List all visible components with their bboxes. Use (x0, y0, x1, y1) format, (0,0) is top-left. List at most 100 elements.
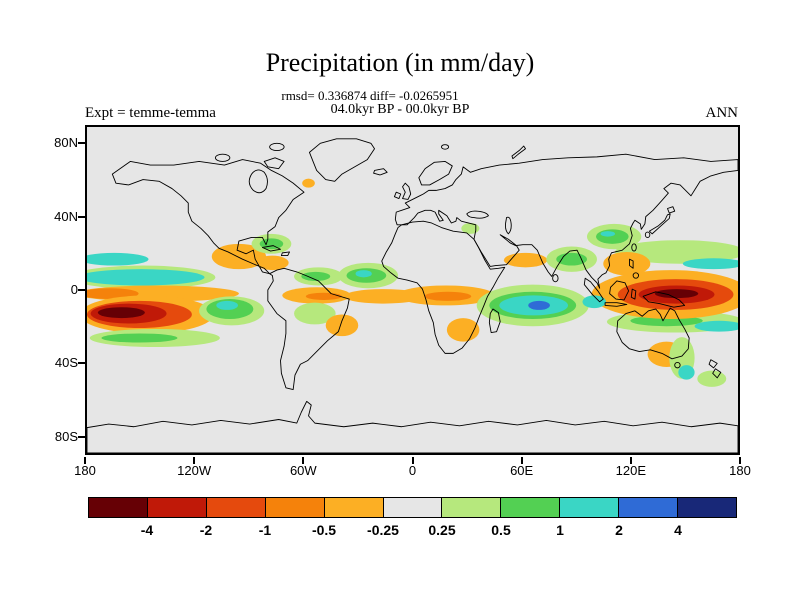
coastline-novaya-zemlya (511, 145, 526, 160)
map-plot (85, 125, 740, 455)
coastline-hudson-bay (248, 169, 268, 194)
anomaly-easia-green (596, 229, 629, 244)
coastline-nz-north (708, 359, 718, 369)
coastline-tasmania (674, 361, 681, 369)
lon-tick-mark (193, 457, 196, 464)
colorbar-segment (382, 498, 442, 517)
anomaly-eq-pacific-red-left (87, 288, 139, 300)
colorbar-segment (89, 498, 147, 517)
coastline-sri-lanka (552, 274, 559, 283)
anomaly-philippines-orange (603, 251, 651, 276)
coastline-luzon (629, 258, 634, 269)
anomaly-greenland-orange (302, 178, 315, 188)
lon-tick-label: 120W (177, 463, 212, 478)
coastline-north-america (111, 159, 305, 275)
anomaly-indian-blue-core (528, 300, 550, 310)
colorbar-label: -0.25 (367, 522, 399, 538)
anomaly-nz-green (697, 370, 727, 387)
lat-tick-mark (78, 142, 85, 145)
lon-tick-mark (411, 457, 414, 464)
coastline-new-guinea (642, 291, 686, 308)
coastline-borneo (609, 280, 630, 301)
coastline-eurasia (394, 153, 738, 289)
coastline-ellesmere (269, 142, 285, 151)
lon-tick-label: 120E (615, 463, 647, 478)
lon-tick-mark (739, 457, 741, 464)
colorbar-segment (146, 498, 206, 517)
anomaly-nbrazil-red (305, 292, 342, 300)
lat-tick-mark (78, 435, 85, 438)
coastline-ireland (393, 191, 402, 199)
coastline-cuba (261, 245, 281, 252)
lat-tick-label: 0 (70, 282, 78, 297)
anomaly-wpacific-cyan-se (694, 320, 738, 332)
coastline-hokkaido (667, 206, 676, 214)
world-map-svg (87, 138, 738, 453)
colorbar-label: -2 (199, 522, 213, 538)
coastline-iceland (373, 168, 388, 176)
colorbar-label: 0.5 (491, 522, 511, 538)
anomaly-sebrazil-orange (325, 314, 359, 337)
lat-tick-label: 80S (54, 428, 78, 444)
coastline-scandinavia (418, 160, 453, 186)
experiment-label: Expt = temme-temma (85, 105, 216, 121)
coastline-greenland (308, 138, 375, 182)
period-line: 04.0kyr BP - 00.0kyr BP (330, 102, 470, 117)
colorbar-segment (205, 498, 265, 517)
colorbar-segment (677, 498, 736, 517)
anomaly-np-cyan-band-2 (87, 269, 205, 286)
lon-tick-label: 0 (408, 463, 417, 478)
colorbar-segment (559, 498, 619, 517)
anomaly-wpacific-maroon (654, 289, 699, 299)
colorbar-label: 0.25 (428, 522, 456, 538)
anomaly-caspian-green (461, 222, 480, 234)
anomaly-atlantic-cyan (355, 270, 372, 278)
anomaly-spacific-green-core (101, 333, 178, 343)
coastline-layer (87, 138, 738, 453)
anomaly-wpacific-cyan-ne (682, 258, 738, 270)
coastline-madagascar (488, 308, 501, 334)
anomaly-easia-cyan (600, 231, 616, 237)
anomaly-caribbean-orange (256, 255, 289, 271)
anomaly-layer (87, 178, 738, 387)
coastline-sumatra (583, 277, 604, 303)
colorbar-label: 2 (615, 522, 623, 538)
lat-tick-mark (78, 215, 85, 218)
lon-tick-label: 60E (510, 463, 534, 478)
coastline-victoria-island (214, 153, 231, 162)
colorbar (88, 497, 737, 518)
anomaly-brazil-green (294, 302, 336, 325)
coastline-south-america (267, 267, 350, 391)
coastline-australia (616, 307, 690, 360)
anomaly-bengal-green (556, 252, 588, 266)
coastline-mindanao (632, 272, 639, 279)
coastline-baffin (263, 157, 285, 170)
anomaly-africa-red-streak (424, 291, 472, 301)
anomaly-arabian-orange (503, 252, 548, 268)
plot-title: Precipitation (in mm/day) (265, 48, 535, 77)
lon-tick-mark (520, 457, 523, 464)
colorbar-label: 4 (674, 522, 682, 538)
colorbar-label: -4 (140, 522, 154, 538)
coastline-kyushu (644, 231, 651, 238)
coastline-java (604, 302, 628, 307)
colorbar-segment (323, 498, 383, 517)
coastline-honshu (648, 213, 671, 235)
lon-tick-mark (84, 457, 86, 464)
coastline-black-sea (466, 210, 489, 219)
lat-tick-mark (78, 289, 85, 291)
coastline-antarctica (87, 400, 738, 453)
lat-tick-label: 40N (54, 208, 78, 224)
anomaly-epacific-cyan (216, 300, 238, 310)
colorbar-segment (500, 498, 560, 517)
colorbar-wrap: -4 -2 -1 -0.5 -0.25 0.25 0.5 1 2 4 (88, 497, 737, 540)
colorbar-segment (264, 498, 324, 517)
lon-tick-label: 180 (729, 463, 751, 478)
anomaly-spacific-maroon (97, 307, 145, 319)
anomaly-safrica-orange (446, 318, 480, 342)
lon-tick-mark (302, 457, 305, 464)
lon-tick-mark (629, 457, 632, 464)
anomaly-np-cyan-band-1 (87, 252, 149, 266)
colorbar-label: 1 (556, 522, 564, 538)
